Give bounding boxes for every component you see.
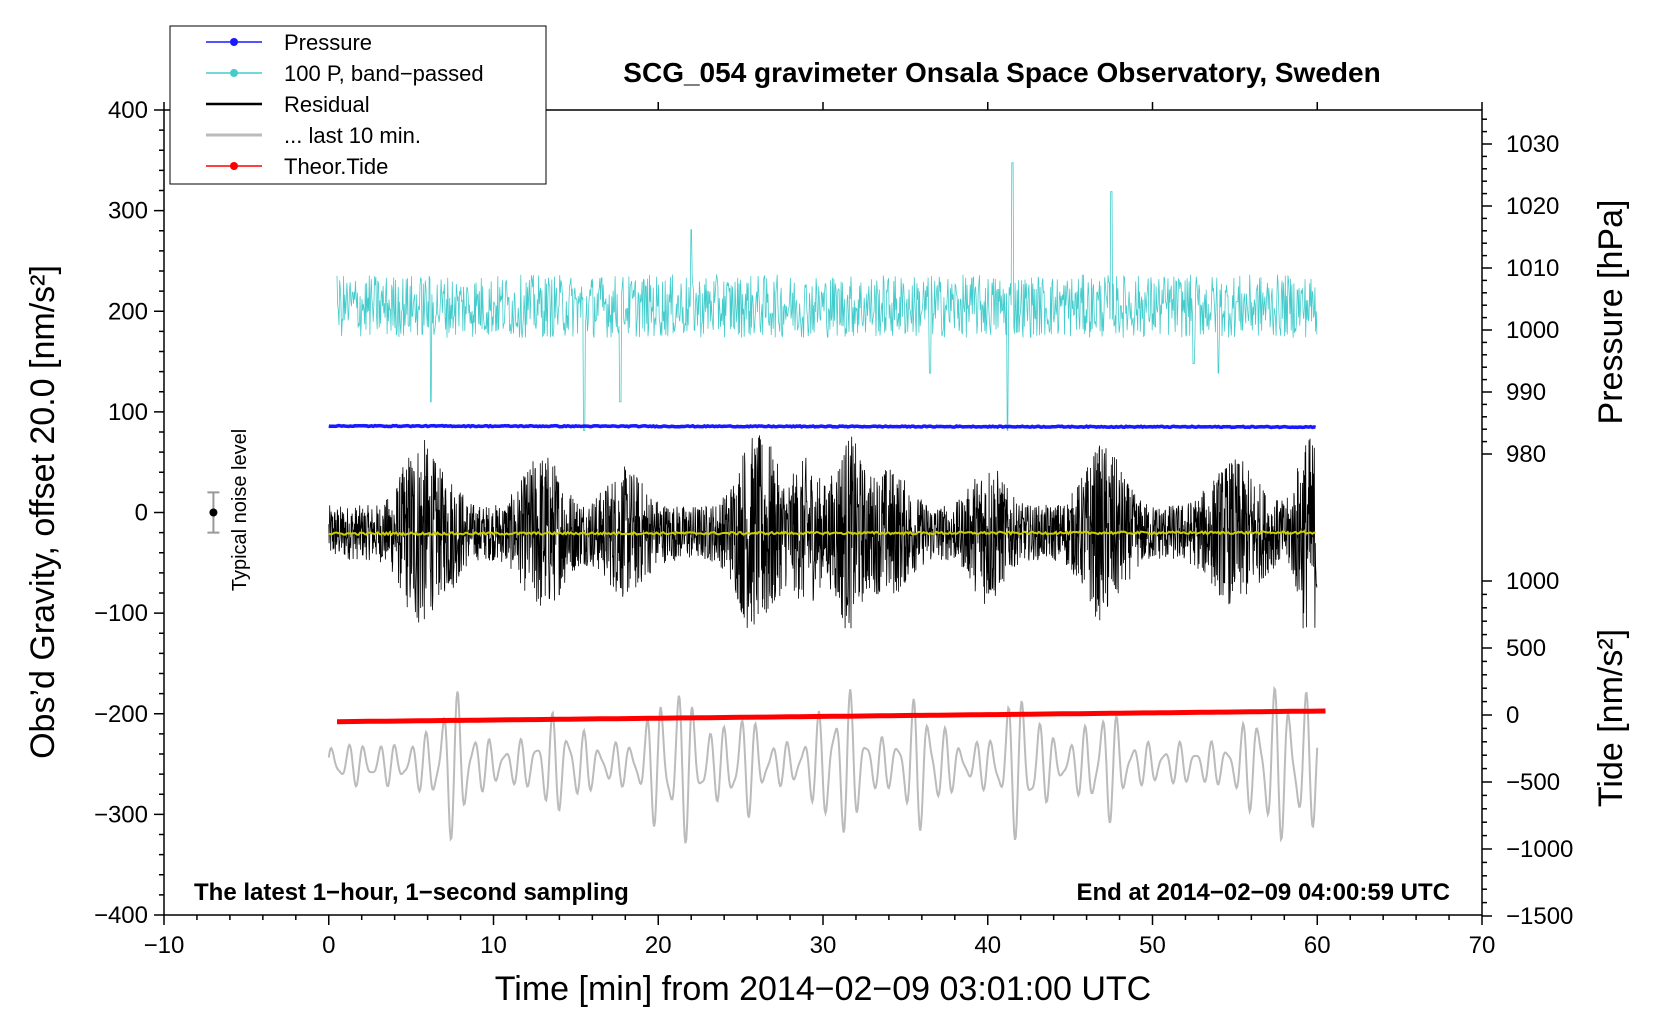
legend-swatch-marker: [230, 38, 238, 46]
end-time-note: End at 2014−02−09 04:00:59 UTC: [1076, 879, 1450, 906]
series-residual-mean: [328, 530, 1316, 537]
series-layer: [327, 162, 1326, 844]
tide-tick-label: −500: [1506, 769, 1560, 796]
legend-swatch-marker: [230, 69, 238, 77]
axis-layer: −10 0 10 20 30 40 50 60 70−400−300−200−100010020…: [94, 97, 1573, 959]
pressure-tick-label: 1030: [1506, 131, 1559, 158]
y-tick-label: 100: [108, 399, 148, 426]
x-tick-label: 30: [810, 932, 837, 959]
legend-item: Pressure: [206, 30, 372, 55]
legend-item: Residual: [206, 92, 370, 117]
series-bandpassed-pressure: [336, 162, 1318, 431]
legend-item: 100 P, band−passed: [206, 61, 484, 86]
pressure-tick-label: 1020: [1506, 193, 1559, 220]
y-axis-title-tide: Tide [nm/s²]: [1592, 629, 1630, 807]
legend-label: ... last 10 min.: [284, 123, 421, 148]
y-tick-label: 400: [108, 97, 148, 124]
pressure-tick-label: 1010: [1506, 255, 1559, 282]
legend-swatch-marker: [230, 162, 238, 170]
series-last-10-min: [327, 685, 1319, 844]
x-tick-label: −10: [144, 932, 185, 959]
pressure-tick-label: 980: [1506, 441, 1546, 468]
legend-label: Residual: [284, 92, 370, 117]
y-tick-label: −300: [94, 801, 148, 828]
noise-indicator: Typical noise level: [207, 429, 251, 591]
x-tick-label: 60: [1304, 932, 1331, 959]
y-tick-label: 300: [108, 198, 148, 225]
x-tick-label: 20: [645, 932, 672, 959]
tide-tick-label: −1500: [1506, 903, 1573, 930]
tide-tick-label: 0: [1506, 702, 1519, 729]
tide-tick-label: −1000: [1506, 836, 1573, 863]
tide-tick-label: 1000: [1506, 568, 1559, 595]
y-tick-label: −200: [94, 701, 148, 728]
chart-title: SCG_054 gravimeter Onsala Space Observat…: [623, 57, 1380, 88]
legend-item: Theor.Tide: [206, 154, 388, 179]
x-tick-label: 50: [1139, 932, 1166, 959]
x-tick-label: 70: [1469, 932, 1496, 959]
series-residual: [328, 435, 1318, 629]
y-tick-label: −400: [94, 902, 148, 929]
legend-items: Pressure 100 P, band−passed Residual ... la…: [206, 30, 484, 179]
noise-label: Typical noise level: [229, 429, 251, 591]
series-theor-tide: [336, 708, 1326, 725]
y-tick-label: 0: [135, 500, 148, 527]
pressure-tick-label: 1000: [1506, 317, 1559, 344]
x-tick-label: 40: [974, 932, 1001, 959]
y-tick-label: −100: [94, 600, 148, 627]
y-tick-label: 200: [108, 298, 148, 325]
x-axis-title: Time [min] from 2014−02−09 03:01:00 UTC: [495, 970, 1151, 1008]
legend-label: Pressure: [284, 30, 372, 55]
y-axis-title-left: Obs’d Gravity, offset 20.0 [nm/s²]: [24, 265, 62, 759]
x-tick-label: 10: [480, 932, 507, 959]
sampling-note: The latest 1−hour, 1−second sampling: [194, 879, 629, 906]
legend: Pressure 100 P, band−passed Residual ... la…: [169, 25, 547, 185]
legend-label: 100 P, band−passed: [284, 61, 484, 86]
y-axis-title-pressure: Pressure [hPa]: [1592, 200, 1630, 425]
series-pressure: [328, 423, 1317, 430]
legend-item: ... last 10 min.: [206, 123, 421, 148]
noise-dot: [209, 508, 218, 517]
x-tick-label: 0: [322, 932, 335, 959]
tide-tick-label: 500: [1506, 635, 1546, 662]
pressure-tick-label: 990: [1506, 379, 1546, 406]
legend-label: Theor.Tide: [284, 154, 388, 179]
